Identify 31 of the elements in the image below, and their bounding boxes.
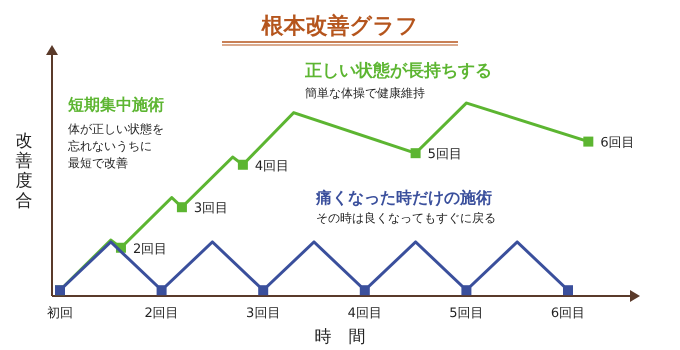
- point: [238, 160, 248, 170]
- x-tick-label: 5回目: [449, 306, 484, 321]
- x-axis-title: 時 間: [314, 327, 366, 347]
- point: [360, 285, 370, 296]
- point: [461, 285, 472, 296]
- point: [563, 285, 573, 296]
- annotation: 4回目: [254, 158, 290, 174]
- x-tick-label: 3回目: [246, 306, 280, 321]
- x-tick-label: 2回目: [144, 306, 179, 321]
- point: [258, 285, 268, 296]
- annotation: 痛くなった時だけの施術: [315, 188, 492, 207]
- annotation: 最短で改善: [68, 156, 128, 170]
- text: 6回目: [600, 136, 635, 151]
- point: [156, 285, 167, 296]
- x-tick-label: 6回目: [550, 306, 586, 321]
- x-tick-label: 4回目: [348, 306, 382, 321]
- point: [583, 136, 594, 147]
- annotation: 2回目: [132, 242, 168, 257]
- y-axis-title: 改善度合: [16, 131, 32, 211]
- annotation: 体が正しい状態を: [68, 122, 164, 136]
- annotation: 3回目: [194, 201, 228, 216]
- text: 簡単な体操で健康維持: [305, 86, 425, 100]
- annotation: 短期集中施術: [67, 95, 164, 114]
- chart-title: 根本改善グラフ: [260, 13, 418, 39]
- point: [410, 148, 421, 158]
- annotation: 忘れないうちに: [68, 139, 152, 153]
- annotation: 5回目: [428, 147, 462, 162]
- x-tick-label: 初回: [47, 306, 73, 321]
- annotation: その時は良くなってもすぐに戻る: [316, 211, 496, 225]
- point: [176, 202, 187, 212]
- text: 正しい状態が長持ちする: [304, 61, 492, 81]
